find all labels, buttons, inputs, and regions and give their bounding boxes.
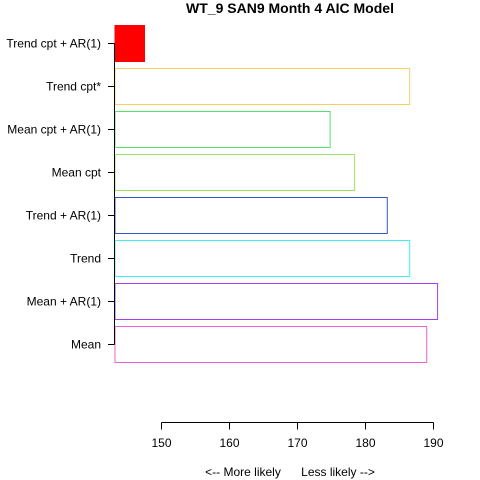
- bar-4: [114, 197, 388, 234]
- bar-3: [114, 154, 356, 191]
- x-tick-label-4: 190: [423, 436, 443, 450]
- bar-5: [114, 240, 411, 277]
- y-tick-label-4: Trend + AR(1): [26, 209, 101, 223]
- bar-0: [114, 25, 145, 62]
- x-label-less-likely: Less likely -->: [301, 465, 375, 479]
- x-axis-line: [161, 422, 434, 430]
- x-tick-label-0: 150: [151, 436, 171, 450]
- y-tick-label-0: Trend cpt + AR(1): [6, 37, 101, 51]
- y-tick-label-5: Trend: [70, 252, 101, 266]
- y-tick-label-3: Mean cpt: [52, 166, 102, 180]
- bar-1: [114, 68, 411, 105]
- y-tick-label-2: Mean cpt + AR(1): [7, 123, 101, 137]
- y-tick-label-1: Trend cpt*: [46, 80, 101, 94]
- y-tick-label-6: Mean + AR(1): [27, 295, 101, 309]
- x-tick-label-3: 180: [355, 436, 375, 450]
- x-axis-ticks: 150 160 170 180 190: [151, 436, 443, 450]
- y-axis-line: [108, 43, 115, 345]
- y-axis-labels: Trend cpt + AR(1) Trend cpt* Mean cpt + AR…: [6, 37, 101, 352]
- x-tick-label-2: 170: [287, 436, 307, 450]
- chart-title: WT_9 SAN9 Month 4 AIC Model: [186, 0, 394, 16]
- y-tick-label-7: Mean: [71, 338, 101, 352]
- bar-6: [114, 283, 439, 320]
- x-tick-label-1: 160: [219, 436, 239, 450]
- bar-7: [114, 326, 428, 363]
- x-label-more-likely: <-- More likely: [205, 465, 281, 479]
- bars-group: [114, 25, 439, 363]
- bar-2: [114, 111, 331, 148]
